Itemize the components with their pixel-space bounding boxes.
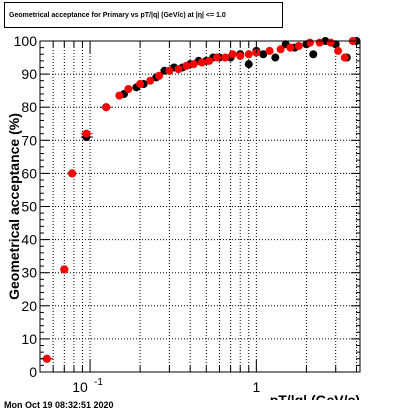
tick-labels: 0 10 20 30 40 50 60 70 80 90 100 10 -1 1 — [14, 33, 261, 395]
data-point — [294, 41, 303, 50]
data-point — [146, 76, 155, 85]
data-point — [124, 84, 133, 93]
chart-title-box: Geometrical acceptance for Primary vs pT… — [4, 2, 283, 28]
grid-lines — [39, 40, 360, 373]
data-point — [236, 51, 245, 60]
timestamp-footer: Mon Oct 19 08:32:51 2020 — [4, 400, 114, 410]
y-tick-label: 40 — [21, 232, 37, 248]
y-tick-label: 50 — [21, 199, 37, 215]
x-tick-label: 10 — [72, 379, 88, 395]
data-point — [244, 60, 253, 69]
data-point — [259, 50, 268, 59]
series-1 — [40, 37, 357, 363]
data-point — [155, 71, 164, 80]
y-tick-label: 10 — [21, 331, 37, 347]
data-point — [115, 91, 124, 100]
data-point — [315, 38, 324, 47]
data-point — [174, 65, 183, 74]
x-axis-label: pT/|q| (GeV/c) — [270, 392, 360, 400]
data-point — [82, 129, 91, 138]
data-point — [271, 53, 280, 62]
y-tick-label: 80 — [21, 99, 37, 115]
data-point — [197, 58, 206, 67]
data-series — [40, 37, 361, 363]
data-point — [334, 46, 343, 55]
y-tick-label: 20 — [21, 298, 37, 314]
data-point — [228, 50, 237, 59]
data-point — [102, 103, 111, 112]
data-point — [205, 56, 214, 65]
data-point — [340, 53, 349, 62]
data-point — [326, 38, 335, 47]
data-point — [286, 43, 295, 52]
series-0 — [40, 37, 361, 363]
data-point — [42, 354, 51, 363]
chart-canvas: 0 10 20 30 40 50 60 70 80 90 100 10 -1 1 Geometrical … — [6, 33, 361, 400]
chart-title: Geometrical acceptance for Primary vs pT… — [9, 11, 226, 19]
data-point — [309, 50, 318, 59]
x-tick-label: 1 — [252, 379, 260, 395]
data-point — [165, 66, 174, 75]
data-point — [213, 53, 222, 62]
y-tick-label: 60 — [21, 165, 37, 181]
y-axis-label: Geometrical acceptance (%) — [6, 113, 22, 300]
x-tick-label-exponent: -1 — [94, 377, 103, 388]
data-point — [276, 45, 285, 54]
y-tick-label: 100 — [14, 33, 38, 49]
data-point — [189, 60, 198, 69]
data-point — [60, 265, 69, 274]
y-tick-label: 0 — [29, 364, 37, 380]
y-tick-label: 30 — [21, 265, 37, 281]
data-point — [136, 80, 145, 89]
y-tick-label: 70 — [21, 132, 37, 148]
data-point — [305, 38, 314, 47]
axis-ticks — [39, 40, 360, 373]
data-point — [244, 50, 253, 59]
y-tick-label: 90 — [21, 66, 37, 82]
data-point — [182, 61, 191, 70]
data-point — [221, 53, 230, 62]
data-point — [68, 169, 77, 178]
data-point — [265, 46, 274, 55]
